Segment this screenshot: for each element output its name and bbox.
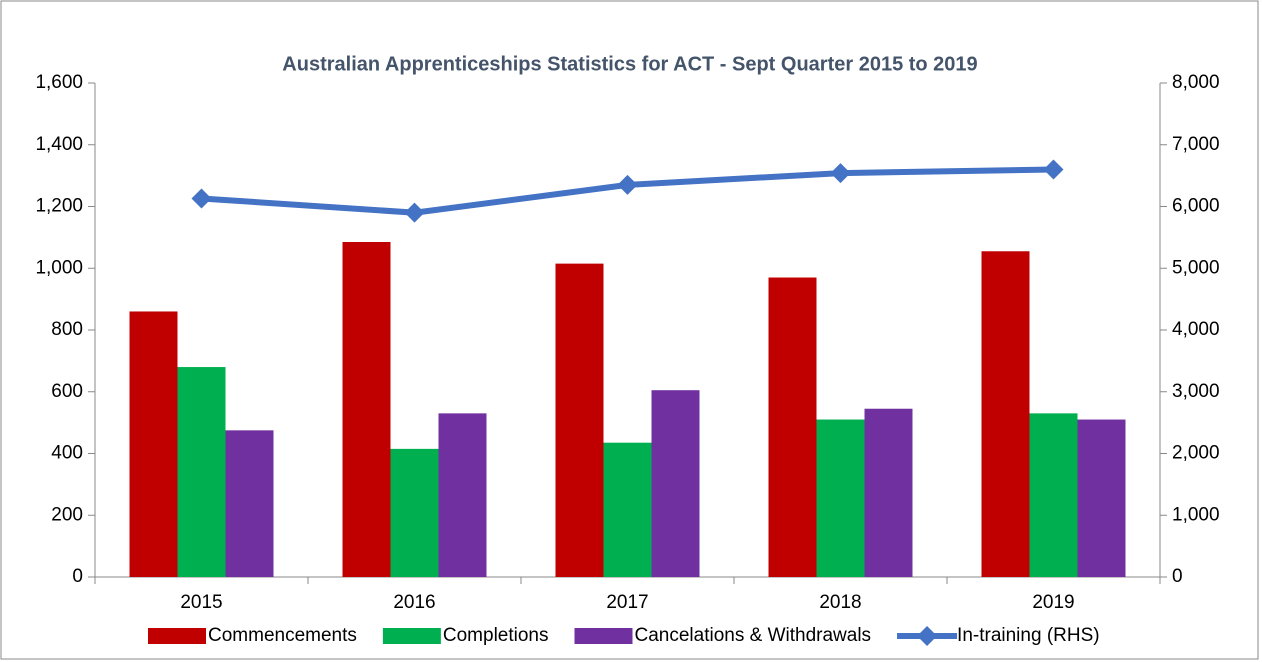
bar [129,311,178,577]
legend-label: Cancelations & Withdrawals [635,625,872,646]
x-tick-label: 2017 [606,592,648,613]
marker [404,202,425,223]
bar [603,442,652,577]
bar [864,408,913,577]
y2-tick-label: 3,000 [1172,381,1220,402]
bar [816,419,865,577]
y2-tick-label: 2,000 [1172,443,1220,464]
legend-label: Commencements [208,625,357,646]
y-tick-label: 800 [51,319,83,340]
y-tick-label: 1,200 [35,196,83,217]
legend-swatch [382,628,441,644]
y-tick-label: 1,600 [35,72,83,93]
bar [342,242,391,577]
marker [617,174,638,195]
bar [390,448,439,577]
bar [438,413,487,577]
x-tick-label: 2019 [1032,592,1074,613]
bar [651,390,700,577]
y2-tick-label: 5,000 [1172,257,1220,278]
bar [555,263,604,577]
y-tick-label: 1,000 [35,257,83,278]
y-tick-label: 400 [51,443,83,464]
legend-swatch [148,628,206,644]
bar [768,277,817,577]
y-tick-label: 1,400 [35,134,83,155]
y2-tick-label: 8,000 [1172,72,1220,93]
chart-title: Australian Apprenticeships Statistics fo… [282,53,977,75]
bar [225,430,274,577]
marker [830,163,851,184]
y-tick-label: 0 [72,566,83,587]
y-tick-label: 600 [51,381,83,402]
legend-label: Completions [443,625,549,646]
x-tick-label: 2018 [819,592,861,613]
legend-label: In-training (RHS) [957,625,1100,646]
marker [191,188,212,209]
y-tick-label: 200 [51,504,83,525]
legend-swatch-marker [917,626,938,646]
x-tick-label: 2015 [180,592,222,613]
marker [1043,159,1064,180]
y2-tick-label: 4,000 [1172,319,1220,340]
bar [1077,419,1126,577]
y2-tick-label: 7,000 [1172,134,1220,155]
x-tick-label: 2016 [393,592,435,613]
y2-tick-label: 1,000 [1172,504,1220,525]
y2-tick-label: 6,000 [1172,196,1220,217]
bar [981,251,1030,578]
y2-tick-label: 0 [1172,566,1183,587]
legend-swatch [574,628,633,644]
bar [1029,413,1078,577]
bar [177,367,226,577]
